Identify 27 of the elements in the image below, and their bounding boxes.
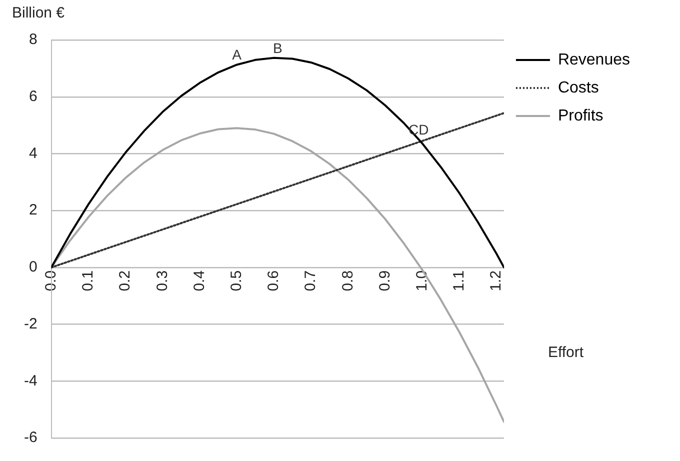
annotation: B <box>272 40 282 56</box>
legend-label: Costs <box>558 79 599 96</box>
x-axis-title: Effort <box>548 344 584 361</box>
legend-label: Profits <box>558 107 604 124</box>
x-tick-label: 0.2 <box>116 270 134 292</box>
annotation: A <box>232 46 242 63</box>
x-tick-label: 1.2 <box>488 270 505 292</box>
y-tick-label: 8 <box>28 31 38 48</box>
x-tick-label: 0.4 <box>190 270 208 292</box>
x-tick-label: 0.3 <box>154 270 171 292</box>
y-tick-label: -6 <box>24 429 38 446</box>
y-axis-title: Billion € <box>12 4 66 22</box>
x-tick-label: 0.6 <box>265 270 282 292</box>
x-tick-label: 1.1 <box>450 270 468 292</box>
x-tick-label: 0.1 <box>80 270 97 292</box>
y-tick-label: 2 <box>28 202 38 219</box>
y-tick-label: 0 <box>28 258 38 276</box>
x-tick-label: 0.8 <box>339 270 356 292</box>
x-tick-label: 0.7 <box>302 270 320 292</box>
legend-label: Revenues <box>558 51 630 68</box>
y-tick-label: -4 <box>24 372 38 390</box>
y-tick-label: -2 <box>24 315 38 332</box>
x-tick-label: 0.5 <box>228 270 245 292</box>
y-tick-label: 6 <box>28 88 38 105</box>
annotation: CD <box>408 121 429 138</box>
y-tick-label: 4 <box>28 144 38 162</box>
x-tick-label: 0.9 <box>376 270 394 292</box>
